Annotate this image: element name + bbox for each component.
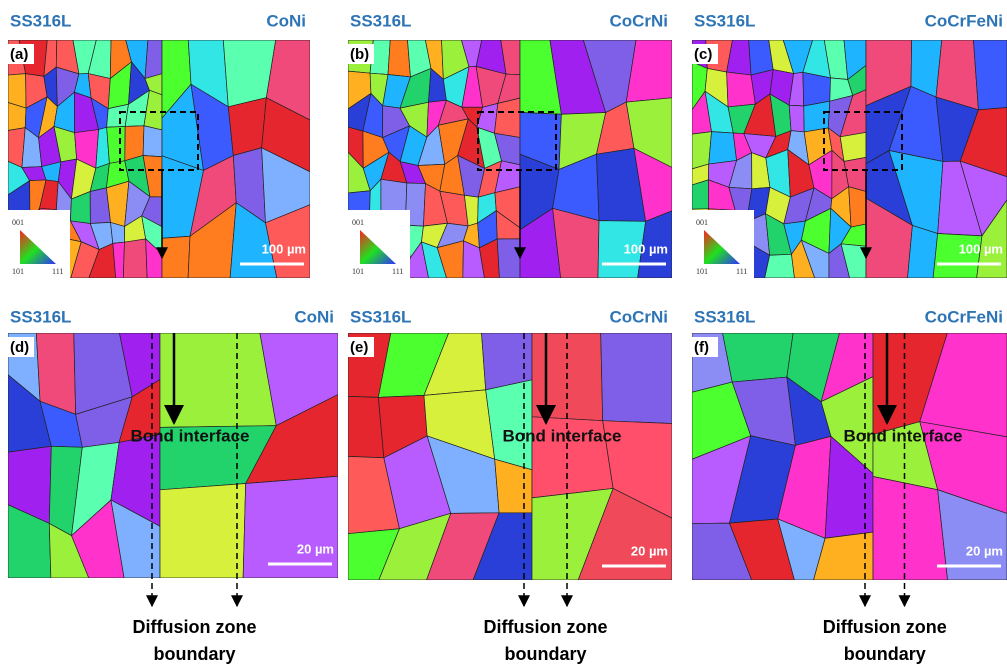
ebsd-map	[692, 333, 1007, 580]
legend-111: 111	[736, 267, 747, 276]
caption-line1: Diffusion zone	[823, 617, 947, 637]
grain	[160, 484, 246, 578]
scale-label: 100 µm	[624, 241, 668, 256]
grain	[601, 333, 672, 423]
grain	[765, 254, 795, 278]
legend-001: 001	[352, 218, 364, 227]
caption-line1: Diffusion zone	[484, 617, 608, 637]
grain	[145, 40, 162, 79]
right-material: CoCrNi	[609, 307, 668, 326]
panel-label: (e)	[350, 339, 368, 356]
grain	[908, 225, 938, 278]
left-material: SS316L	[350, 307, 411, 326]
legend-101: 101	[696, 267, 708, 276]
grain	[143, 126, 162, 157]
panel-label: (a)	[10, 46, 28, 63]
scale-label: 20 µm	[297, 541, 334, 556]
bond-interface: Bond interface	[502, 426, 621, 445]
grain	[111, 222, 125, 243]
grain	[873, 476, 948, 580]
grain	[803, 72, 831, 106]
left-material: SS316L	[10, 307, 71, 326]
grain	[107, 126, 126, 163]
grain	[553, 208, 599, 278]
grain	[804, 101, 830, 132]
grain	[789, 105, 804, 132]
scale-label: 20 µm	[966, 543, 1003, 558]
ebsd-map	[348, 333, 672, 580]
right-material: CoCrNi	[609, 11, 668, 30]
legend-001: 001	[12, 218, 24, 227]
caption-line1: Diffusion zone	[133, 617, 257, 637]
grain	[348, 396, 384, 457]
caption-line2: boundary	[153, 644, 235, 664]
grain	[849, 187, 866, 227]
scale-label: 100 µm	[959, 241, 1003, 256]
legend-001: 001	[696, 218, 708, 227]
left-material: SS316L	[10, 11, 71, 30]
legend-101: 101	[12, 267, 24, 276]
bond-interface: Bond interface	[130, 426, 249, 445]
panel-label: (f)	[694, 339, 709, 356]
grain	[125, 126, 144, 161]
grain	[723, 333, 794, 382]
figure: SS316L CoNi (a) 100 µm 001 101 111 SS316L CoCrNi…	[0, 0, 1007, 666]
grain	[160, 333, 276, 427]
caption-line2: boundary	[504, 644, 586, 664]
grain	[388, 40, 410, 77]
legend-111: 111	[52, 267, 63, 276]
panel-label: (c)	[694, 46, 712, 63]
grain	[692, 180, 708, 209]
legend-111: 111	[392, 267, 403, 276]
grain	[228, 98, 266, 156]
left-material: SS316L	[350, 11, 411, 30]
scale-label: 100 µm	[262, 241, 306, 256]
caption-line2: boundary	[844, 644, 926, 664]
grain	[709, 132, 737, 164]
grain	[973, 40, 1007, 110]
grain	[497, 239, 520, 278]
left-material: SS316L	[694, 11, 755, 30]
grain	[840, 132, 866, 161]
panel-label: (b)	[350, 46, 369, 63]
panel-label: (d)	[10, 339, 29, 356]
right-material: CoCrFeNi	[925, 11, 1003, 30]
scale-label: 20 µm	[631, 543, 668, 558]
grain	[494, 98, 520, 137]
grain	[8, 74, 26, 108]
legend-101: 101	[352, 267, 364, 276]
grain	[123, 239, 147, 278]
right-material: CoCrFeNi	[925, 307, 1003, 326]
right-material: CoNi	[266, 11, 306, 30]
right-material: CoNi	[294, 307, 334, 326]
bond-interface: Bond interface	[843, 426, 962, 445]
left-material: SS316L	[694, 307, 755, 326]
grain	[162, 236, 190, 278]
